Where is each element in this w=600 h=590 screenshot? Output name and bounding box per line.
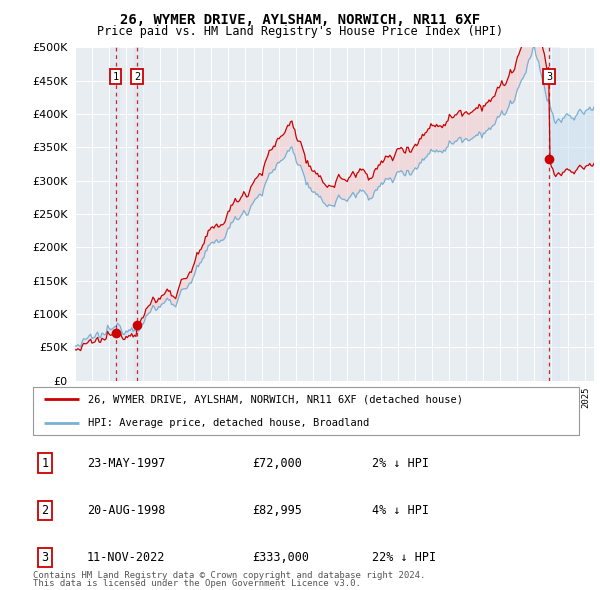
Text: Price paid vs. HM Land Registry's House Price Index (HPI): Price paid vs. HM Land Registry's House … [97, 25, 503, 38]
Text: 11-NOV-2022: 11-NOV-2022 [87, 551, 166, 564]
Text: 2: 2 [41, 504, 49, 517]
Text: 1: 1 [41, 457, 49, 470]
Text: 23-MAY-1997: 23-MAY-1997 [87, 457, 166, 470]
Text: 26, WYMER DRIVE, AYLSHAM, NORWICH, NR11 6XF (detached house): 26, WYMER DRIVE, AYLSHAM, NORWICH, NR11 … [88, 394, 463, 404]
Bar [134, 47, 143, 381]
Text: HPI: Average price, detached house, Broadland: HPI: Average price, detached house, Broa… [88, 418, 369, 428]
Text: 22% ↓ HPI: 22% ↓ HPI [372, 551, 436, 564]
Bar [110, 47, 119, 381]
Text: 1: 1 [113, 71, 119, 81]
Text: This data is licensed under the Open Government Licence v3.0.: This data is licensed under the Open Gov… [33, 579, 361, 588]
Text: 2% ↓ HPI: 2% ↓ HPI [372, 457, 429, 470]
Text: 20-AUG-1998: 20-AUG-1998 [87, 504, 166, 517]
Bar [543, 47, 559, 381]
Text: Contains HM Land Registry data © Crown copyright and database right 2024.: Contains HM Land Registry data © Crown c… [33, 571, 425, 579]
Text: £333,000: £333,000 [252, 551, 309, 564]
Text: 2: 2 [134, 71, 140, 81]
FancyBboxPatch shape [33, 387, 579, 435]
Text: £82,995: £82,995 [252, 504, 302, 517]
Text: £72,000: £72,000 [252, 457, 302, 470]
Text: 26, WYMER DRIVE, AYLSHAM, NORWICH, NR11 6XF: 26, WYMER DRIVE, AYLSHAM, NORWICH, NR11 … [120, 13, 480, 27]
Text: 3: 3 [546, 71, 552, 81]
Text: 4% ↓ HPI: 4% ↓ HPI [372, 504, 429, 517]
Text: 3: 3 [41, 551, 49, 564]
